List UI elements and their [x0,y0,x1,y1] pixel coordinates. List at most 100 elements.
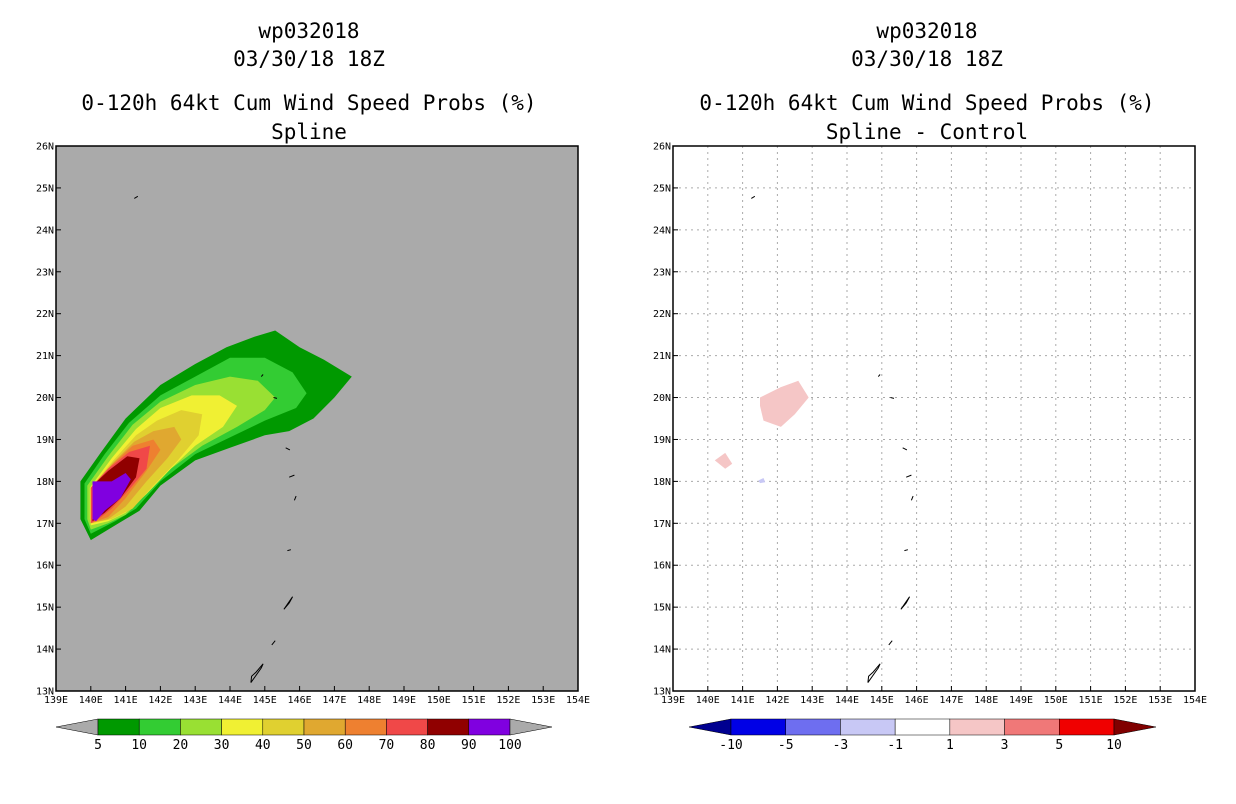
colorbar-under-arrow [55,718,99,736]
lon-tick-label: 150E [1044,695,1068,706]
lon-tick-label: 142E [765,695,789,706]
colorbar-swatch [427,718,470,736]
contour-level-90 [92,473,131,522]
lon-tick-label: 143E [800,695,824,706]
right-gridlines [673,146,1195,691]
left-storm-id: wp032018 [258,19,359,43]
island-outline [250,663,264,683]
right-panel: wp032018 03/30/18 18Z 0-120h 64kt Cum Wi… [653,19,1207,753]
lon-tick-label: 147E [939,695,963,706]
colorbar-swatch [1004,718,1060,736]
island-outline [134,195,139,199]
island-outline [900,596,911,610]
lat-tick-label: 17N [653,519,671,530]
colorbar-swatch [468,718,511,736]
colorbar-swatch [262,718,305,736]
left-colorbar: 5 10 20 30 40 50 60 70 80 90 100 [55,718,553,753]
lon-tick-label: 146E [905,695,929,706]
colorbar-swatch [785,718,841,736]
colorbar-over-arrow [509,718,553,736]
lat-tick-label: 24N [653,225,671,236]
colorbar-label: 20 [173,738,189,753]
island-outline [888,640,893,646]
island-outline [287,549,292,552]
lat-tick-label: 13N [653,687,671,698]
lon-tick-label: 140E [79,695,103,706]
colorbar-swatch [221,718,264,736]
colorbar-label: -1 [887,738,903,753]
lat-tick-label: 13N [36,687,54,698]
lat-tick-label: 14N [36,645,54,656]
colorbar-swatch [894,718,951,736]
colorbar-under-arrow [688,718,732,736]
colorbar-label: -3 [833,738,849,753]
lat-tick-label: 22N [653,309,671,320]
colorbar-swatch [840,718,896,736]
island-outline [260,374,264,377]
lon-tick-label: 148E [357,695,381,706]
lon-tick-label: 140E [696,695,720,706]
right-storm-id: wp032018 [876,19,977,43]
left-datetime: 03/30/18 18Z [233,47,385,71]
lon-tick-label: 142E [148,695,172,706]
right-map-background [673,146,1195,691]
right-subtitle: Spline - Control [826,120,1028,144]
lon-tick-label: 145E [870,695,894,706]
lon-tick-label: 151E [462,695,486,706]
colorbar-label: -5 [778,738,794,753]
island-outline [273,397,278,399]
lat-tick-label: 23N [36,267,54,278]
lon-tick-label: 145E [253,695,277,706]
lon-tick-label: 149E [392,695,416,706]
right-coastlines [751,195,914,683]
right-colorbar: -10 -5 -3 -1 1 3 5 10 [688,718,1157,753]
lon-tick-label: 152E [496,695,520,706]
colorbar-label: 40 [255,738,271,753]
colorbar-swatch [730,718,786,736]
right-datetime: 03/30/18 18Z [851,47,1003,71]
island-outline [906,474,912,478]
contour-level-1 [714,452,733,469]
lat-tick-label: 16N [36,561,54,572]
colorbar-label: 60 [337,738,353,753]
lon-tick-label: 154E [1183,695,1207,706]
lon-tick-label: 149E [1009,695,1033,706]
lon-tick-label: 151E [1079,695,1103,706]
island-outline [751,195,756,199]
colorbar-label: 30 [214,738,230,753]
colorbar-label: 1 [946,738,954,753]
left-axis-ticks: 139E 140E 141E 142E 143E 144E 145E 146E 147E 148E… [36,142,590,707]
right-contours [714,380,809,484]
colorbar-label: 5 [94,738,102,753]
lat-tick-label: 26N [653,142,671,153]
colorbar-label: 5 [1055,738,1063,753]
lon-tick-label: 141E [114,695,138,706]
colorbar-label: 3 [1001,738,1009,753]
colorbar-label: -10 [719,738,742,753]
island-outline [271,640,276,646]
lon-tick-label: 154E [566,695,590,706]
lat-tick-label: 23N [653,267,671,278]
lon-tick-label: 144E [218,695,242,706]
lat-tick-label: 21N [653,351,671,362]
island-outline [867,663,881,683]
lat-tick-label: 18N [36,477,54,488]
lat-tick-label: 16N [653,561,671,572]
lat-tick-label: 17N [36,519,54,530]
lon-tick-label: 152E [1113,695,1137,706]
colorbar-swatch [303,718,346,736]
lon-tick-label: 148E [974,695,998,706]
colorbar-swatch [1059,718,1115,736]
island-outline [902,447,908,451]
island-outline [877,374,881,377]
island-outline [283,596,294,610]
contour-level-neg1 [758,478,766,484]
island-outline [285,447,291,451]
colorbar-over-arrow [1113,718,1157,736]
lon-tick-label: 146E [288,695,312,706]
left-title: 0-120h 64kt Cum Wind Speed Probs (%) [81,91,536,115]
island-outline [910,495,914,501]
lat-tick-label: 25N [653,183,671,194]
lon-tick-label: 139E [44,695,68,706]
